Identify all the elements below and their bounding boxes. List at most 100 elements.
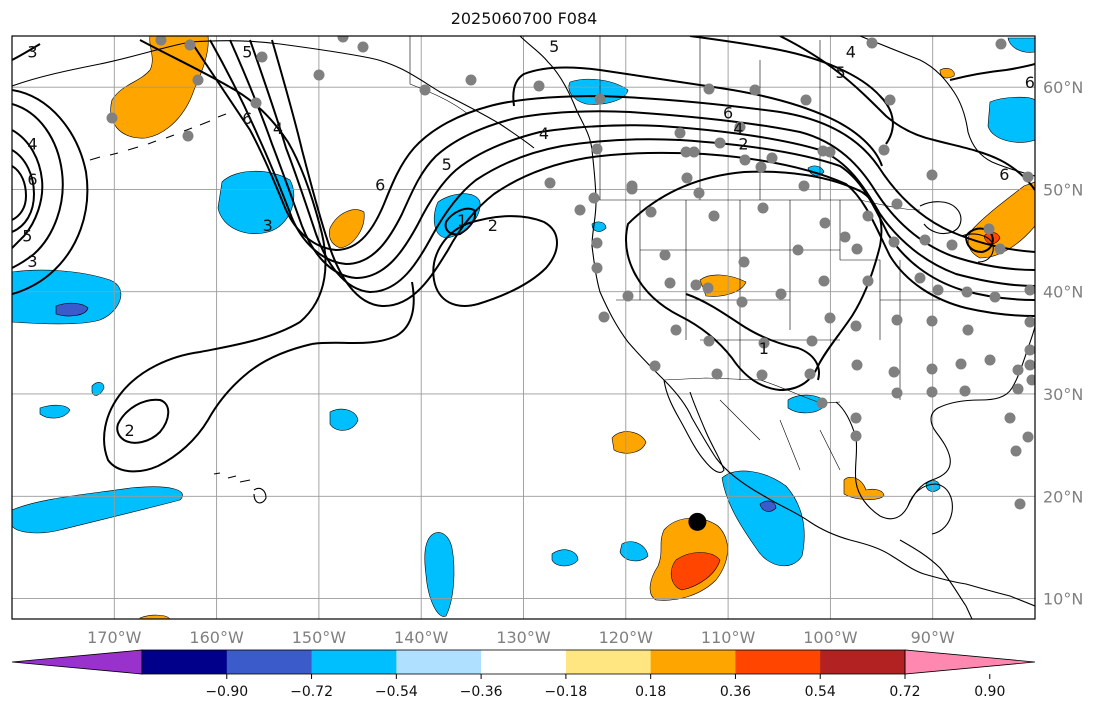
observation-station [626, 183, 638, 195]
tropical-cyclone-marker [688, 512, 707, 531]
neg-anomaly-patch [12, 486, 183, 534]
contour-value-label: 6 [1025, 73, 1035, 92]
observation-station [1010, 445, 1022, 457]
contour-line [12, 149, 36, 233]
observation-station [674, 127, 686, 139]
latitude-tick-label: 40°N [1043, 283, 1083, 302]
longitude-tick-label: 110°W [701, 628, 756, 647]
colorbar-extension-high [904, 649, 1036, 675]
contour-value-label: 4 [733, 119, 743, 138]
observation-station [1024, 344, 1035, 356]
contour-line [12, 89, 89, 295]
colorbar-segment [396, 650, 482, 674]
observation-station [664, 277, 676, 289]
neg-anomaly-patch [987, 96, 1035, 143]
observation-station [598, 311, 610, 323]
contour-line [12, 103, 64, 269]
contour-value-label: 6 [375, 175, 385, 194]
hudson-bay-coast [859, 36, 1035, 177]
observation-station [591, 262, 603, 274]
observation-station [544, 177, 556, 189]
observation-station [866, 37, 878, 49]
observation-station [850, 412, 862, 424]
observation-station [256, 51, 268, 63]
observation-station [888, 236, 900, 248]
observation-station [313, 69, 325, 81]
colorbar-extension-low [11, 649, 143, 675]
neg-anomaly-patch [759, 500, 777, 512]
observation-station [337, 36, 349, 43]
observation-station [702, 282, 714, 294]
contour-value-label: 2 [488, 216, 498, 235]
pos-anomaly-patch [611, 431, 647, 454]
contour-value-label: 5 [836, 63, 846, 82]
station-markers [106, 36, 1035, 510]
colorbar-segment [565, 650, 652, 674]
contour-value-label: 6 [723, 104, 733, 123]
central-america-coast [899, 539, 973, 619]
colorbar-segment [481, 650, 567, 674]
observation-station [824, 312, 836, 324]
colorbar-tick-label: −0.54 [375, 684, 418, 700]
neg-anomaly-patch [329, 408, 359, 431]
longitude-tick-label: 90°W [911, 628, 955, 647]
pos-anomaly-patch [939, 68, 955, 79]
observation-station [926, 386, 938, 398]
longitude-tick-label: 160°W [189, 628, 244, 647]
observation-station [419, 84, 431, 96]
contour-value-label: 4 [539, 124, 549, 143]
observation-station [357, 41, 369, 53]
map-frame [11, 35, 1036, 620]
observation-station [926, 169, 938, 181]
colorbar-tick-label: 0.36 [720, 684, 751, 700]
neg-anomaly-patch [12, 269, 122, 325]
contour-value-label: 3 [27, 252, 37, 271]
alaska-canada-border [409, 36, 469, 115]
contour-line [444, 207, 476, 236]
observation-station [1022, 171, 1034, 183]
observation-station [680, 146, 692, 158]
contour-line [189, 39, 1035, 253]
colorbar-tick-label: 0.18 [635, 684, 666, 700]
observation-station [533, 80, 545, 92]
observation-station [800, 94, 812, 106]
neg-anomaly-patch [721, 470, 805, 567]
pos-anomaly-patch [139, 614, 171, 619]
aleutian-islands [89, 113, 227, 161]
observation-station [734, 121, 746, 133]
observation-station [919, 234, 931, 246]
observation-station [1014, 498, 1026, 510]
contour-value-label: 2 [738, 134, 748, 153]
contour-value-label: 2 [125, 421, 135, 440]
longitude-tick-label: 120°W [599, 628, 654, 647]
colorbar-outline [141, 649, 906, 675]
colorbar-tick-label: 0.72 [889, 684, 920, 700]
colorbar-tick-label: −0.18 [544, 684, 587, 700]
contour-value-label: 6 [999, 165, 1009, 184]
observation-station [850, 320, 862, 332]
contour-value-label: 4 [846, 42, 856, 61]
contour-line [12, 165, 28, 221]
observation-station [818, 275, 830, 287]
colorbar-segment [226, 650, 313, 674]
observation-station [155, 36, 167, 46]
observation-station [983, 223, 995, 235]
observation-station [645, 206, 657, 218]
contour-line [209, 39, 1035, 271]
observation-station [862, 275, 874, 287]
pos-anomaly-patch [843, 477, 885, 500]
contour-line [103, 39, 327, 473]
observation-station [1024, 284, 1035, 296]
observation-station [862, 210, 874, 222]
longitude-tick-label: 140°W [394, 628, 449, 647]
observation-station [946, 239, 958, 251]
observation-station [891, 314, 903, 326]
observation-station [806, 335, 818, 347]
observation-station [955, 358, 967, 370]
observation-station [959, 385, 971, 397]
observation-station [995, 38, 1007, 50]
observation-station [775, 288, 787, 300]
observation-station [1024, 316, 1035, 328]
